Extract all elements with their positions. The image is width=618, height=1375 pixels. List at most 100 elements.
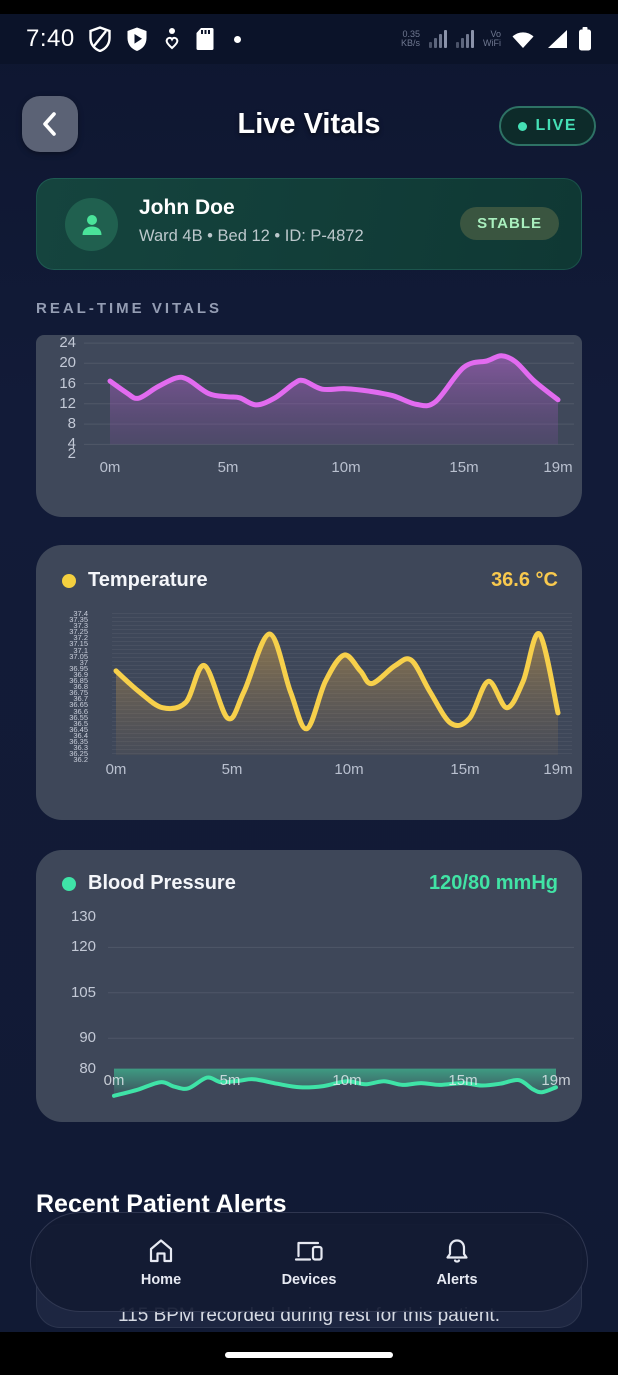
y-tick-dense-label: 36.75 (69, 688, 88, 698)
y-tick-label: 2 (67, 445, 76, 462)
vitals-rate-chart-card: 24 20 16 12 8 4 2 0m 5m 10m 15m 19m (36, 334, 582, 517)
y-tick-dense-label: 37 (79, 657, 88, 667)
x-tick-label: 10m (332, 1072, 362, 1089)
x-tick-label: 5m (217, 459, 239, 476)
y-tick-label: 105 (70, 984, 96, 1001)
signal-bars-icon (456, 30, 474, 48)
y-tick-label: 16 (59, 375, 76, 392)
clock: 7:40 (26, 25, 75, 52)
y-tick-dense-label: 36.35 (69, 736, 88, 746)
y-tick-dense-label: 37.35 (69, 615, 88, 625)
blood-pressure-value: 120/80 mmHg (429, 872, 558, 894)
x-axis-labels: 0m 5m 10m 15m 19m (84, 459, 574, 479)
wifi-icon (510, 28, 536, 50)
cellular-triangle-icon (545, 28, 569, 50)
y-tick-dense-label: 36.9 (73, 669, 88, 679)
x-axis-labels: 0m 5m 10m 15m 19m (106, 761, 573, 781)
blood-pressure-chart-card: Blood Pressure 120/80 mmHg 130 120 105 90 80… (36, 850, 582, 1122)
vpn-shield-icon (125, 26, 149, 52)
blood-pressure-chart (108, 946, 574, 1098)
temperature-dot-icon (62, 574, 76, 588)
y-tick-label: 80 (79, 1060, 96, 1077)
y-tick-dense-label: 36.65 (69, 700, 88, 710)
y-tick-dense-label: 37.3 (73, 621, 88, 631)
x-tick-label: 19m (541, 1072, 571, 1089)
bottom-nav: Home Devices Alerts (30, 1212, 588, 1312)
y-tick-dense-label: 36.5 (73, 718, 88, 728)
home-indicator[interactable] (225, 1352, 393, 1358)
y-axis-dense-labels: 37.4 37.35 37.3 37.25 37.2 37.15 37.1 37.05 37 36… (60, 611, 88, 765)
temperature-value: 36.6 °C (491, 569, 558, 591)
card-title: Blood Pressure (88, 872, 236, 894)
y-tick-dense-label: 36.6 (73, 706, 88, 716)
y-tick-dense-label: 37.15 (69, 639, 88, 649)
sdcard-icon (195, 26, 215, 52)
x-tick-label: 10m (331, 459, 361, 476)
back-button[interactable] (22, 96, 78, 152)
x-tick-label: 15m (448, 1072, 478, 1089)
x-tick-label: 5m (219, 1072, 241, 1089)
wellbeing-icon (162, 26, 182, 52)
y-tick-dense-label: 36.2 (73, 755, 88, 765)
y-axis-labels: 130 120 105 90 80 (50, 908, 102, 1114)
y-tick-dense-label: 36.3 (73, 743, 88, 753)
y-tick-dense-label: 36.45 (69, 724, 88, 734)
temperature-chart (113, 631, 561, 755)
x-tick-label: 0m (103, 1072, 125, 1089)
avatar (65, 198, 118, 251)
battery-icon (578, 26, 592, 52)
y-tick-dense-label: 37.4 (73, 611, 88, 618)
x-tick-label: 5m (221, 761, 243, 778)
notification-dot-icon (233, 35, 241, 43)
x-tick-label: 0m (105, 761, 127, 778)
patient-meta: Ward 4B • Bed 12 • ID: P-4872 (139, 227, 364, 245)
y-tick-dense-label: 36.25 (69, 749, 88, 759)
bell-icon (446, 1238, 468, 1263)
status-bar: 7:40 0.35 KB/s (0, 14, 618, 64)
system-navigation-area (0, 1332, 618, 1375)
dns-shield-icon (88, 26, 112, 52)
y-tick-dense-label: 37.1 (73, 645, 88, 655)
y-tick-label: 4 (67, 435, 76, 452)
section-label: REAL-TIME VITALS (36, 300, 223, 317)
y-tick-dense-label: 36.55 (69, 712, 88, 722)
y-tick-dense-label: 36.8 (73, 682, 88, 692)
y-tick-label: 130 (70, 908, 96, 925)
nav-item-devices[interactable]: Devices (250, 1237, 368, 1288)
y-tick-label: 8 (67, 415, 76, 432)
y-tick-label: 24 (59, 334, 76, 351)
page-title: Live Vitals (237, 108, 381, 140)
status-badge: STABLE (460, 207, 559, 240)
person-icon (82, 214, 101, 235)
patient-name: John Doe (139, 196, 235, 219)
patient-card[interactable]: John Doe Ward 4B • Bed 12 • ID: P-4872 S… (36, 178, 582, 270)
live-badge: LIVE (499, 106, 596, 146)
devices-icon (294, 1241, 323, 1261)
live-dot-icon (518, 121, 528, 131)
nav-item-home[interactable]: Home (102, 1237, 220, 1288)
signal-bars-icon (429, 30, 447, 48)
card-title: Temperature (88, 569, 208, 591)
x-tick-label: 19m (543, 459, 573, 476)
y-tick-dense-label: 36.7 (73, 694, 88, 704)
y-tick-label: 12 (59, 395, 76, 412)
x-tick-label: 15m (449, 459, 479, 476)
y-tick-dense-label: 36.85 (69, 676, 88, 686)
y-tick-label: 90 (79, 1029, 96, 1046)
chevron-left-icon (43, 112, 56, 136)
x-axis-labels: 0m 5m 10m 15m 19m (104, 1072, 574, 1092)
x-tick-label: 0m (99, 459, 121, 476)
y-axis-labels: 24 20 16 12 8 4 2 (36, 334, 82, 462)
y-tick-dense-label: 37.05 (69, 651, 88, 661)
screen-top-bezel (0, 0, 618, 14)
blood-pressure-dot-icon (62, 877, 76, 891)
x-tick-label: 19m (543, 761, 573, 778)
y-tick-label: 120 (70, 938, 96, 955)
y-tick-dense-label: 37.25 (69, 627, 88, 637)
vowifi-label: Vo WiFi (483, 29, 501, 48)
y-tick-dense-label: 36.95 (69, 663, 88, 673)
y-tick-dense-label: 37.2 (73, 633, 88, 643)
x-tick-label: 10m (334, 761, 364, 778)
nav-item-alerts[interactable]: Alerts (398, 1237, 516, 1288)
